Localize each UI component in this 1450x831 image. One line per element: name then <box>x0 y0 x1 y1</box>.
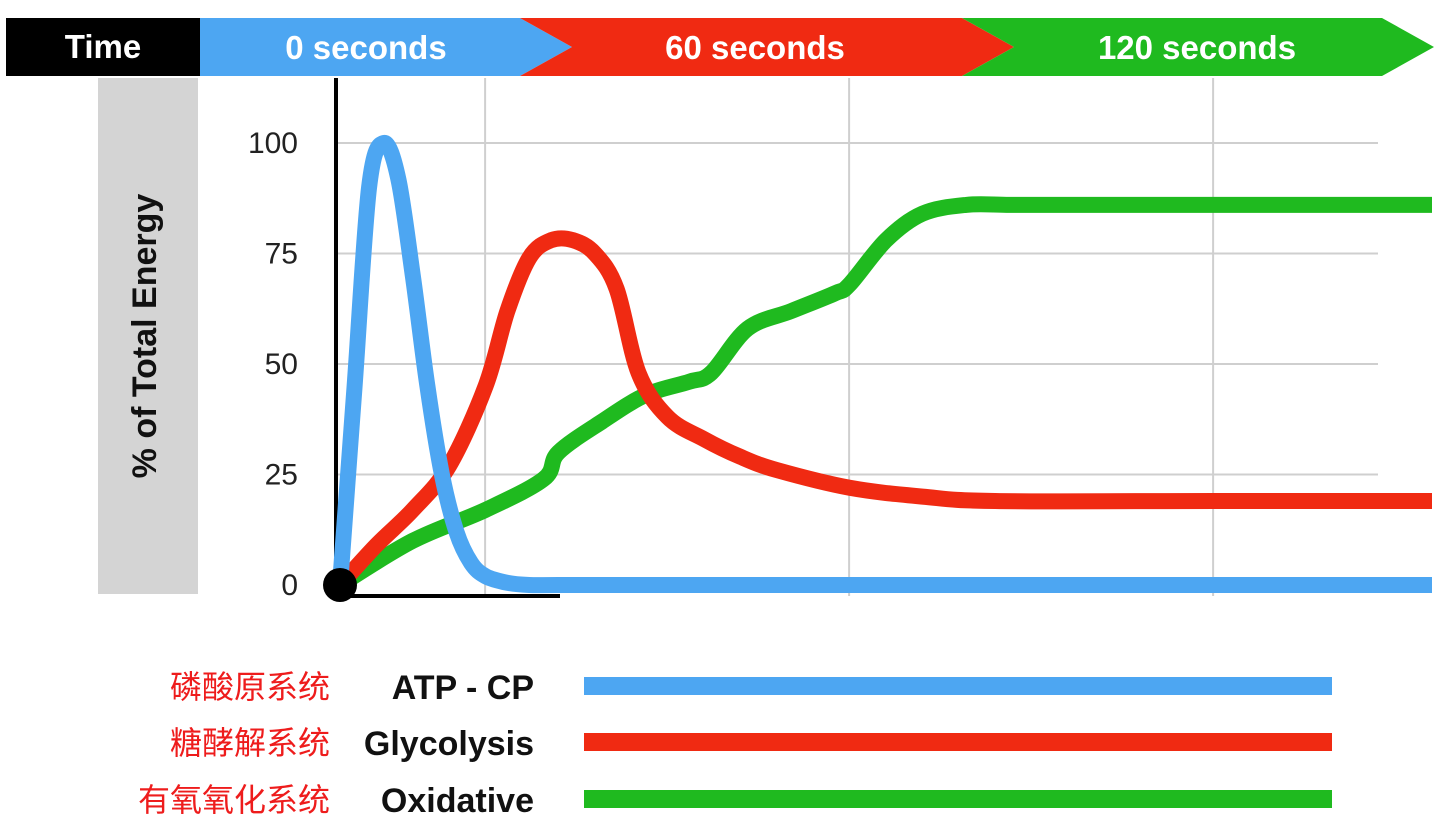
time-band-1 <box>200 18 572 76</box>
legend-label-cn-atp-cp: 磷酸原系统 <box>170 668 330 706</box>
data-series <box>332 135 1432 594</box>
y-tick-label-75: 75 <box>265 238 298 271</box>
legend-label-atp-cp: ATP - CP <box>392 669 534 707</box>
y-tick-label-100: 100 <box>248 127 298 160</box>
time-header: Time 0 seconds 60 seconds 120 seconds <box>6 18 1434 76</box>
legend-label-cn-oxidative: 有氧氧化系统 <box>138 781 330 819</box>
legend-swatch-glycolysis <box>584 733 1332 751</box>
y-axis-label-panel <box>98 78 198 594</box>
y-tick-label-50: 50 <box>265 348 298 381</box>
time-band-label-3: 120 seconds <box>1098 29 1296 66</box>
y-axis-ticks: 0 25 50 75 100 <box>248 127 298 602</box>
time-band-label-2: 60 seconds <box>665 29 845 66</box>
legend-swatch-atp-cp <box>584 677 1332 695</box>
y-tick-label-0: 0 <box>281 569 298 602</box>
legend-label-cn-glycolysis: 糖酵解系统 <box>170 724 330 762</box>
time-header-label: Time <box>65 28 141 65</box>
series-line-glycolysis <box>334 230 1432 591</box>
legend-swatch-oxidative <box>584 790 1332 808</box>
origin-point <box>323 568 357 602</box>
legend: 磷酸原系统 ATP - CP 糖酵解系统 Glycolysis 有氧氧化系统 Oxidat… <box>138 668 1332 820</box>
series-line-atp-cp <box>332 135 1432 594</box>
series-line-oxidative <box>335 196 1432 592</box>
time-header-background <box>6 18 200 76</box>
time-band-2 <box>520 18 1014 76</box>
time-band-label-1: 0 seconds <box>285 29 446 66</box>
legend-label-oxidative: Oxidative <box>381 782 534 820</box>
legend-label-glycolysis: Glycolysis <box>364 725 534 763</box>
y-tick-label-25: 25 <box>265 459 298 492</box>
plot-grid <box>336 78 1378 596</box>
time-band-3 <box>962 18 1434 76</box>
time-bands: 0 seconds 60 seconds 120 seconds <box>200 18 1434 76</box>
y-axis-label: % of Total Energy <box>126 194 164 479</box>
